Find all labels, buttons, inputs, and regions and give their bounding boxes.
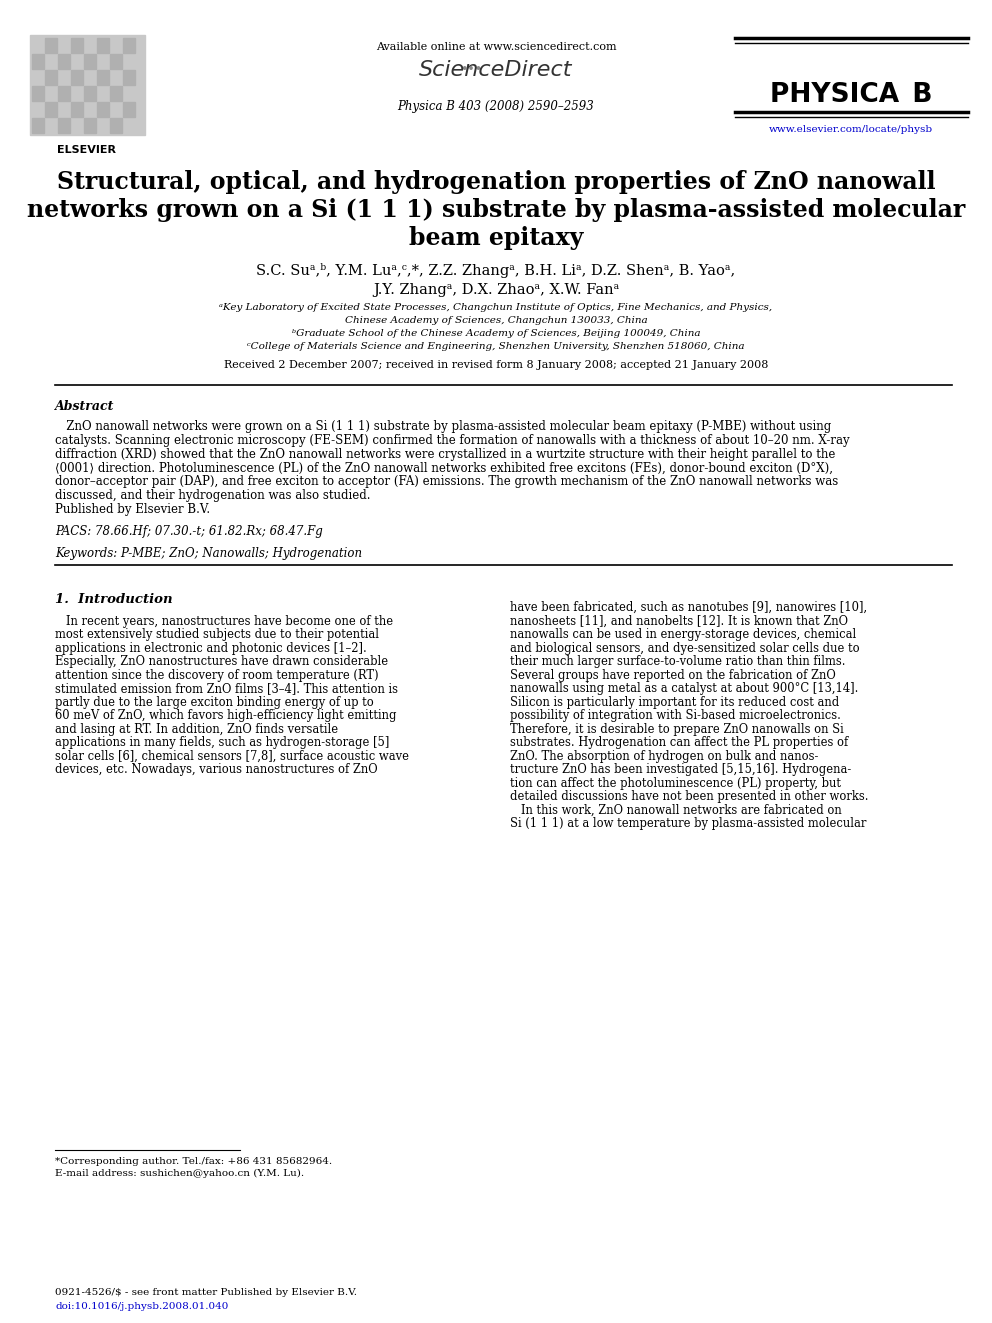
Bar — [58, 86, 70, 101]
Bar — [32, 118, 44, 134]
Text: their much larger surface-to-volume ratio than thin films.: their much larger surface-to-volume rati… — [510, 655, 845, 668]
Bar — [58, 54, 70, 69]
Text: tructure ZnO has been investigated [5,15,16]. Hydrogena-: tructure ZnO has been investigated [5,15… — [510, 763, 851, 777]
Bar — [97, 70, 109, 85]
Text: Especially, ZnO nanostructures have drawn considerable: Especially, ZnO nanostructures have draw… — [55, 655, 388, 668]
Text: www.elsevier.com/locate/physb: www.elsevier.com/locate/physb — [769, 124, 933, 134]
Text: ZnO. The absorption of hydrogen on bulk and nanos-: ZnO. The absorption of hydrogen on bulk … — [510, 750, 818, 762]
Text: Several groups have reported on the fabrication of ZnO: Several groups have reported on the fabr… — [510, 668, 835, 681]
Bar — [97, 102, 109, 116]
Text: nanowalls can be used in energy-storage devices, chemical: nanowalls can be used in energy-storage … — [510, 628, 856, 642]
Bar — [32, 86, 44, 101]
Bar — [45, 102, 57, 116]
Text: attention since the discovery of room temperature (RT): attention since the discovery of room te… — [55, 668, 379, 681]
Text: In recent years, nanostructures have become one of the: In recent years, nanostructures have bec… — [55, 615, 393, 627]
Text: applications in electronic and photonic devices [1–2].: applications in electronic and photonic … — [55, 642, 367, 655]
Text: ScienceDirect: ScienceDirect — [420, 60, 572, 79]
Text: beam epitaxy: beam epitaxy — [409, 226, 583, 250]
Bar — [110, 118, 122, 134]
Text: substrates. Hydrogenation can affect the PL properties of: substrates. Hydrogenation can affect the… — [510, 736, 848, 749]
Text: PACS: 78.66.Hf; 07.30.-t; 61.82.Rx; 68.47.Fg: PACS: 78.66.Hf; 07.30.-t; 61.82.Rx; 68.4… — [55, 525, 322, 537]
Text: applications in many fields, such as hydrogen-storage [5]: applications in many fields, such as hyd… — [55, 736, 390, 749]
Text: Abstract: Abstract — [55, 400, 114, 413]
Text: catalysts. Scanning electronic microscopy (FE-SEM) confirmed the formation of na: catalysts. Scanning electronic microscop… — [55, 434, 849, 447]
Text: ⟨0001⟩ direction. Photoluminescence (PL) of the ZnO nanowall networks exhibited : ⟨0001⟩ direction. Photoluminescence (PL)… — [55, 462, 833, 475]
Text: discussed, and their hydrogenation was also studied.: discussed, and their hydrogenation was a… — [55, 490, 370, 501]
Text: partly due to the large exciton binding energy of up to: partly due to the large exciton binding … — [55, 696, 374, 709]
Text: donor–acceptor pair (DAP), and free exciton to acceptor (FA) emissions. The grow: donor–acceptor pair (DAP), and free exci… — [55, 475, 838, 488]
Text: ᵇGraduate School of the Chinese Academy of Sciences, Beijing 100049, China: ᵇGraduate School of the Chinese Academy … — [292, 329, 700, 337]
Bar — [84, 86, 96, 101]
Text: have been fabricated, such as nanotubes [9], nanowires [10],: have been fabricated, such as nanotubes … — [510, 601, 867, 614]
Text: S.C. Suᵃ,ᵇ, Y.M. Luᵃ,ᶜ,*, Z.Z. Zhangᵃ, B.H. Liᵃ, D.Z. Shenᵃ, B. Yaoᵃ,: S.C. Suᵃ,ᵇ, Y.M. Luᵃ,ᶜ,*, Z.Z. Zhangᵃ, B… — [256, 263, 736, 278]
Text: Silicon is particularly important for its reduced cost and: Silicon is particularly important for it… — [510, 696, 839, 709]
Text: Received 2 December 2007; received in revised form 8 January 2008; accepted 21 J: Received 2 December 2007; received in re… — [224, 360, 768, 370]
Text: J.Y. Zhangᵃ, D.X. Zhaoᵃ, X.W. Fanᵃ: J.Y. Zhangᵃ, D.X. Zhaoᵃ, X.W. Fanᵃ — [373, 283, 619, 296]
Text: tion can affect the photoluminescence (PL) property, but: tion can affect the photoluminescence (P… — [510, 777, 841, 790]
Text: 0921-4526/$ - see front matter Published by Elsevier B.V.: 0921-4526/$ - see front matter Published… — [55, 1289, 357, 1297]
Bar — [58, 118, 70, 134]
Bar — [97, 38, 109, 53]
Text: and biological sensors, and dye-sensitized solar cells due to: and biological sensors, and dye-sensitiz… — [510, 642, 860, 655]
Text: •••: ••• — [460, 64, 482, 75]
Bar — [123, 102, 135, 116]
Bar — [110, 86, 122, 101]
Bar — [123, 70, 135, 85]
Text: Published by Elsevier B.V.: Published by Elsevier B.V. — [55, 503, 210, 516]
Text: solar cells [6], chemical sensors [7,8], surface acoustic wave: solar cells [6], chemical sensors [7,8],… — [55, 750, 409, 762]
Text: In this work, ZnO nanowall networks are fabricated on: In this work, ZnO nanowall networks are … — [510, 803, 842, 816]
Bar — [71, 38, 83, 53]
Text: *Corresponding author. Tel./fax: +86 431 85682964.: *Corresponding author. Tel./fax: +86 431… — [55, 1158, 332, 1166]
Text: E-mail address: sushichen@yahoo.cn (Y.M. Lu).: E-mail address: sushichen@yahoo.cn (Y.M.… — [55, 1170, 305, 1177]
Text: Available online at www.sciencedirect.com: Available online at www.sciencedirect.co… — [376, 42, 616, 52]
Text: networks grown on a Si (1 1 1) substrate by plasma-assisted molecular: networks grown on a Si (1 1 1) substrate… — [27, 198, 965, 222]
Bar — [45, 70, 57, 85]
Text: ZnO nanowall networks were grown on a Si (1 1 1) substrate by plasma-assisted mo: ZnO nanowall networks were grown on a Si… — [55, 419, 831, 433]
Text: Therefore, it is desirable to prepare ZnO nanowalls on Si: Therefore, it is desirable to prepare Zn… — [510, 722, 844, 736]
Bar — [123, 38, 135, 53]
Bar — [110, 54, 122, 69]
Bar — [71, 70, 83, 85]
Text: devices, etc. Nowadays, various nanostructures of ZnO: devices, etc. Nowadays, various nanostru… — [55, 763, 378, 777]
Text: diffraction (XRD) showed that the ZnO nanowall networks were crystallized in a w: diffraction (XRD) showed that the ZnO na… — [55, 447, 835, 460]
Bar — [84, 118, 96, 134]
Text: Chinese Academy of Sciences, Changchun 130033, China: Chinese Academy of Sciences, Changchun 1… — [344, 316, 648, 325]
Bar — [71, 102, 83, 116]
Text: Physica B 403 (2008) 2590–2593: Physica B 403 (2008) 2590–2593 — [398, 101, 594, 112]
Bar — [45, 38, 57, 53]
Text: Keywords: P-MBE; ZnO; Nanowalls; Hydrogenation: Keywords: P-MBE; ZnO; Nanowalls; Hydroge… — [55, 546, 362, 560]
Text: 1.  Introduction: 1. Introduction — [55, 593, 173, 606]
Text: 60 meV of ZnO, which favors high-efficiency light emitting: 60 meV of ZnO, which favors high-efficie… — [55, 709, 397, 722]
Bar — [84, 54, 96, 69]
Text: detailed discussions have not been presented in other works.: detailed discussions have not been prese… — [510, 790, 869, 803]
Text: Structural, optical, and hydrogenation properties of ZnO nanowall: Structural, optical, and hydrogenation p… — [57, 169, 935, 194]
Text: possibility of integration with Si-based microelectronics.: possibility of integration with Si-based… — [510, 709, 841, 722]
Bar — [30, 34, 145, 135]
Text: doi:10.1016/j.physb.2008.01.040: doi:10.1016/j.physb.2008.01.040 — [55, 1302, 228, 1311]
Text: nanowalls using metal as a catalyst at about 900°C [13,14].: nanowalls using metal as a catalyst at a… — [510, 683, 858, 695]
Text: nanosheets [11], and nanobelts [12]. It is known that ZnO: nanosheets [11], and nanobelts [12]. It … — [510, 615, 848, 627]
Text: ᶜCollege of Materials Science and Engineering, Shenzhen University, Shenzhen 518: ᶜCollege of Materials Science and Engine… — [247, 343, 745, 351]
Bar — [32, 54, 44, 69]
Text: and lasing at RT. In addition, ZnO finds versatile: and lasing at RT. In addition, ZnO finds… — [55, 722, 338, 736]
Text: ᵃKey Laboratory of Excited State Processes, Changchun Institute of Optics, Fine : ᵃKey Laboratory of Excited State Process… — [219, 303, 773, 312]
Text: Si (1 1 1) at a low temperature by plasma-assisted molecular: Si (1 1 1) at a low temperature by plasm… — [510, 818, 866, 830]
Text: stimulated emission from ZnO films [3–4]. This attention is: stimulated emission from ZnO films [3–4]… — [55, 683, 398, 695]
Text: most extensively studied subjects due to their potential: most extensively studied subjects due to… — [55, 628, 379, 642]
Text: PHYSICA B: PHYSICA B — [770, 82, 932, 108]
Text: ELSEVIER: ELSEVIER — [58, 146, 116, 155]
